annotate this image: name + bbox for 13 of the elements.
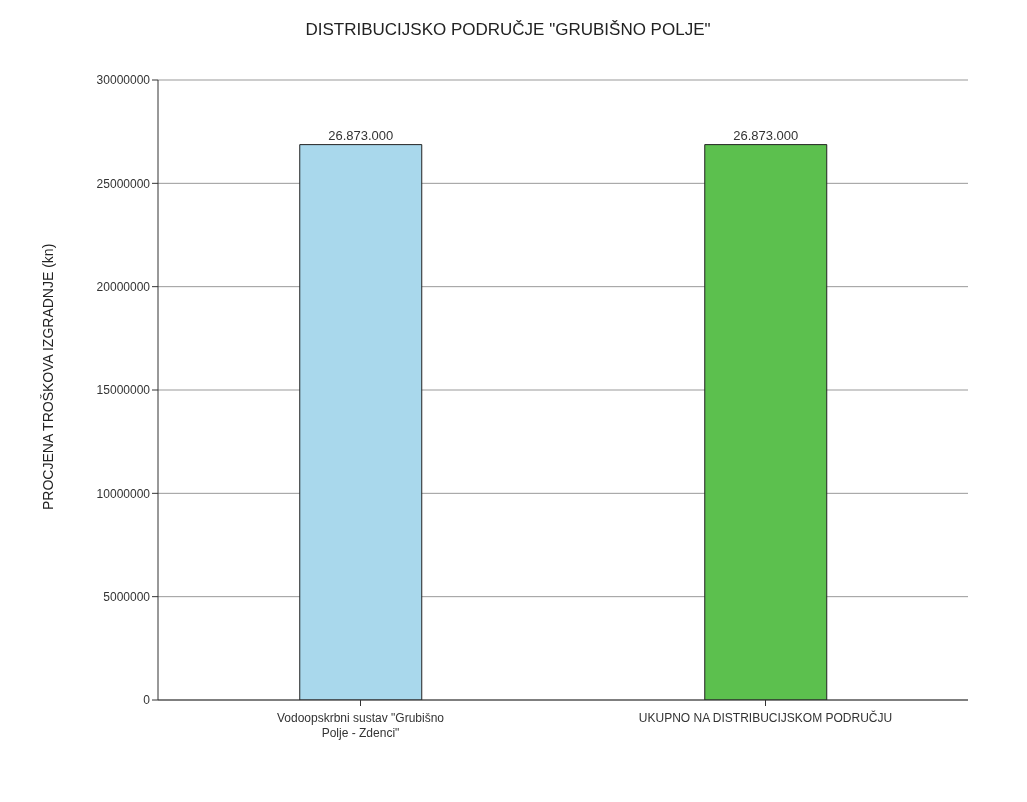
data-label: 26.873.000 bbox=[733, 127, 799, 143]
x-tick-label: Vodoopskrbni sustav "Grubišno Polje - Zdenci" bbox=[276, 711, 445, 740]
y-tick-label: 20000000 bbox=[96, 279, 151, 294]
x-tick-label: UKUPNO NA DISTRIBUCIJSKOM PODRUČJU bbox=[638, 710, 893, 725]
y-tick-label: 10000000 bbox=[96, 486, 151, 501]
y-tick-label: 5000000 bbox=[103, 589, 151, 604]
y-tick-label: 0 bbox=[143, 693, 151, 708]
y-tick-label: 25000000 bbox=[96, 176, 151, 191]
y-tick-label: 15000000 bbox=[96, 383, 151, 398]
data-label: 26.873.000 bbox=[328, 127, 394, 143]
y-tick-label: 30000000 bbox=[96, 73, 151, 88]
chart-title: DISTRIBUCIJSKO PODRUČJE "GRUBIŠNO POLJE" bbox=[304, 20, 712, 40]
y-axis-title: PROCJENA TROŠKOVA IZGRADNJE (kn) bbox=[39, 243, 56, 510]
